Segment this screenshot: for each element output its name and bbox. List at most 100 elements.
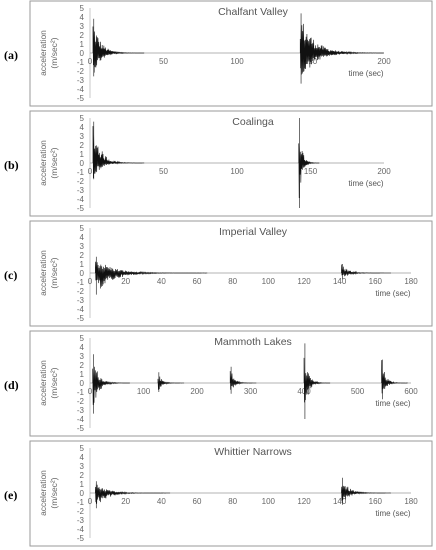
y-tick-label: 1 xyxy=(80,370,85,379)
y-axis-label: acceleration(m/sec²) xyxy=(38,470,59,516)
panel-frame xyxy=(29,110,433,217)
x-tick-label: 100 xyxy=(137,387,151,396)
y-tick-label: 5 xyxy=(80,334,85,343)
y-tick-label: 2 xyxy=(80,31,85,40)
y-tick-label: 5 xyxy=(80,444,85,453)
x-tick-label: 120 xyxy=(297,277,311,286)
y-axis-label: acceleration(m/sec²) xyxy=(38,360,59,406)
y-tick-label: 4 xyxy=(80,453,85,462)
x-tick-label: 200 xyxy=(377,167,391,176)
x-tick-label: 0 xyxy=(88,387,93,396)
x-tick-label: 40 xyxy=(157,497,166,506)
waveform-burst xyxy=(92,121,145,180)
y-tick-label: 4 xyxy=(80,13,85,22)
x-tick-label: 180 xyxy=(404,497,418,506)
x-axis-label: time (sec) xyxy=(348,69,383,78)
y-tick-label: 0 xyxy=(80,49,85,58)
x-tick-label: 120 xyxy=(297,497,311,506)
x-tick-label: 100 xyxy=(262,277,276,286)
x-tick-label: 80 xyxy=(228,277,237,286)
y-tick-label: 4 xyxy=(80,343,85,352)
y-tick-label: 2 xyxy=(80,361,85,370)
y-tick-label: -2 xyxy=(77,287,85,296)
panel-label: (a) xyxy=(4,48,18,62)
y-tick-label: 0 xyxy=(80,489,85,498)
y-tick-label: 1 xyxy=(80,150,85,159)
y-tick-label: 5 xyxy=(80,114,85,123)
y-tick-label: 1 xyxy=(80,480,85,489)
waveform-burst xyxy=(92,18,145,77)
x-tick-label: 160 xyxy=(369,497,383,506)
waveform-burst xyxy=(381,359,408,400)
y-tick-label: -3 xyxy=(77,186,85,195)
y-tick-label: 4 xyxy=(80,233,85,242)
y-tick-label: -5 xyxy=(77,204,85,213)
panel-label: (d) xyxy=(4,378,19,392)
y-tick-label: 2 xyxy=(80,251,85,260)
x-tick-label: 80 xyxy=(228,497,237,506)
y-axis-label: acceleration(m/sec²) xyxy=(38,30,59,76)
x-tick-label: 300 xyxy=(244,387,258,396)
x-tick-label: 100 xyxy=(230,57,244,66)
panel-frame xyxy=(29,330,433,437)
chart-title: Chalfant Valley xyxy=(218,6,289,18)
y-tick-label: -4 xyxy=(77,305,85,314)
x-tick-label: 60 xyxy=(193,497,202,506)
y-tick-label: -4 xyxy=(77,415,85,424)
x-axis-label: time (sec) xyxy=(375,509,410,518)
panel-frame xyxy=(29,440,433,547)
y-tick-label: -1 xyxy=(77,498,85,507)
waveform-burst xyxy=(298,118,320,208)
y-tick-label: -3 xyxy=(77,516,85,525)
y-tick-label: -3 xyxy=(77,406,85,415)
y-tick-label: -5 xyxy=(77,534,85,543)
waveform-burst xyxy=(299,13,384,84)
panel-label: (b) xyxy=(4,158,19,172)
y-tick-label: -5 xyxy=(77,424,85,433)
x-tick-label: 160 xyxy=(369,277,383,286)
x-tick-label: 20 xyxy=(121,497,130,506)
x-tick-label: 50 xyxy=(159,167,168,176)
x-tick-label: 0 xyxy=(88,277,93,286)
y-tick-label: -4 xyxy=(77,195,85,204)
y-tick-label: 2 xyxy=(80,141,85,150)
x-tick-label: 60 xyxy=(193,277,202,286)
y-tick-label: 3 xyxy=(80,352,85,361)
waveform-burst xyxy=(92,354,130,414)
y-tick-label: -1 xyxy=(77,388,85,397)
y-tick-label: -3 xyxy=(77,76,85,85)
x-tick-label: 0 xyxy=(88,167,93,176)
y-tick-label: 3 xyxy=(80,242,85,251)
x-tick-label: 50 xyxy=(159,57,168,66)
x-tick-label: 100 xyxy=(262,497,276,506)
x-tick-label: 140 xyxy=(333,277,347,286)
panel-frame xyxy=(29,220,433,327)
y-tick-label: 2 xyxy=(80,471,85,480)
y-tick-label: 3 xyxy=(80,132,85,141)
y-tick-label: 0 xyxy=(80,379,85,388)
y-tick-label: -3 xyxy=(77,296,85,305)
x-tick-label: 0 xyxy=(88,57,93,66)
panel-frame xyxy=(29,0,433,107)
y-tick-label: -2 xyxy=(77,507,85,516)
y-tick-label: 0 xyxy=(80,159,85,168)
waveform-burst xyxy=(229,366,257,394)
y-tick-label: -1 xyxy=(77,278,85,287)
y-tick-label: 0 xyxy=(80,269,85,278)
y-tick-label: -5 xyxy=(77,314,85,323)
waveform-burst xyxy=(95,256,208,295)
waveform-burst xyxy=(303,343,331,419)
y-tick-label: 4 xyxy=(80,123,85,132)
y-tick-label: -4 xyxy=(77,85,85,94)
waveform-burst xyxy=(341,264,391,280)
x-axis-label: time (sec) xyxy=(375,399,410,408)
x-axis-label: time (sec) xyxy=(375,289,410,298)
x-tick-label: 140 xyxy=(333,497,347,506)
x-tick-label: 20 xyxy=(121,277,130,286)
chart-title: Imperial Valley xyxy=(219,226,288,238)
